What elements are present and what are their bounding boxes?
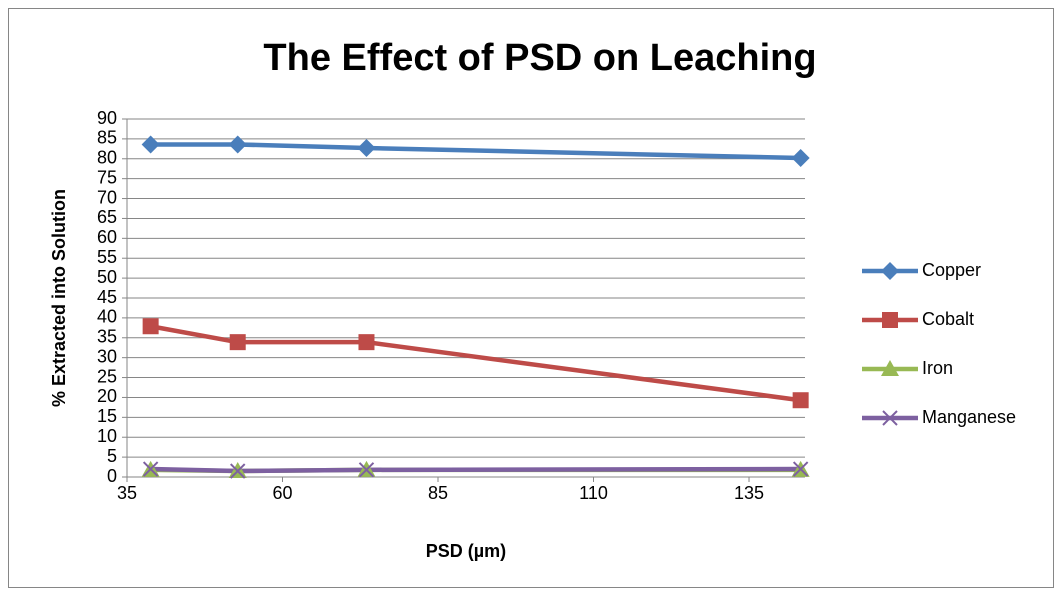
x-tick-label: 135 <box>734 483 764 503</box>
x-tick-label: 110 <box>579 483 608 503</box>
y-tick-label: 70 <box>97 187 117 207</box>
marker <box>229 334 246 351</box>
marker <box>881 360 899 376</box>
y-tick-label: 65 <box>97 207 117 227</box>
x-tick-label: 35 <box>117 483 137 503</box>
y-tick-label: 25 <box>97 366 117 386</box>
y-tick-label: 5 <box>107 446 117 466</box>
y-tick-label: 85 <box>97 128 117 148</box>
series-line <box>150 324 801 403</box>
y-tick-label: 60 <box>97 227 117 247</box>
marker <box>792 392 809 409</box>
marker <box>228 135 247 154</box>
legend-label: Cobalt <box>922 309 974 329</box>
marker <box>882 410 898 426</box>
x-tick-label: 85 <box>428 483 448 503</box>
y-tick-label: 50 <box>97 267 117 287</box>
y-tick-label: 90 <box>97 108 117 128</box>
y-tick-label: 80 <box>97 148 117 168</box>
y-tick-label: 40 <box>97 307 117 327</box>
x-tick-label: 60 <box>272 483 292 503</box>
x-axis-label: PSD (µm) <box>426 541 506 561</box>
y-axis-label: % Extracted into Solution <box>49 189 69 407</box>
marker <box>882 312 898 328</box>
legend-label: Manganese <box>922 407 1016 427</box>
chart-title: The Effect of PSD on Leaching <box>263 37 816 79</box>
y-tick-label: 20 <box>97 386 117 406</box>
y-tick-label: 0 <box>107 466 117 486</box>
marker <box>142 318 159 335</box>
y-tick-label: 45 <box>97 287 117 307</box>
marker <box>357 139 376 158</box>
legend-label: Copper <box>922 260 981 280</box>
marker <box>142 461 159 477</box>
y-tick-label: 35 <box>97 327 117 347</box>
y-tick-label: 15 <box>97 406 117 426</box>
marker <box>358 334 375 351</box>
marker <box>141 135 160 154</box>
marker <box>792 461 809 477</box>
y-tick-label: 10 <box>97 426 117 446</box>
y-tick-label: 30 <box>97 346 117 366</box>
y-tick-label: 75 <box>97 167 117 187</box>
marker <box>881 262 899 280</box>
marker <box>358 462 375 478</box>
marker <box>230 463 246 479</box>
y-tick-label: 55 <box>97 247 117 267</box>
marker <box>791 148 810 167</box>
series-line <box>150 466 801 474</box>
series-line <box>150 142 801 161</box>
legend-label: Iron <box>922 358 953 378</box>
